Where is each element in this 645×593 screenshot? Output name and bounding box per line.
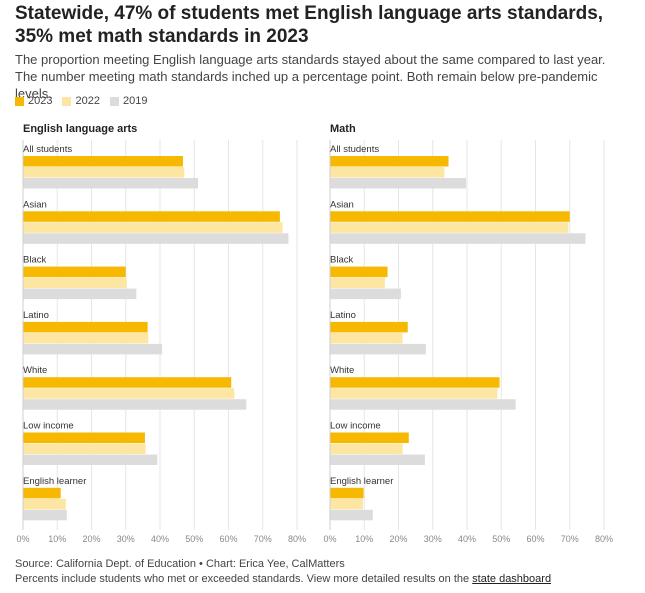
ela-tick-label: 50% [185, 534, 203, 544]
math-bar-2019 [330, 343, 426, 355]
bar-charts: 0% 10% 20% 30% 40% 50% 60% 70% 80% English langua… [16, 123, 613, 544]
math-bar-2022 [330, 332, 403, 344]
footer: Source: California Dept. of Education • … [15, 557, 551, 587]
math-bar-2019 [330, 399, 516, 410]
ela-category-label: All students [23, 144, 72, 155]
math-tick-label: 40% [458, 534, 476, 544]
math-tick-label: 20% [389, 534, 407, 544]
ela-category-label: Low income [23, 421, 74, 432]
ela-bar-2019 [23, 399, 247, 410]
ela-bar-2019 [23, 343, 163, 355]
math-bar-2019 [330, 454, 425, 465]
ela-bar-2019 [23, 509, 67, 521]
math-bar-2023 [330, 377, 500, 388]
ela-bar-2023 [23, 211, 280, 222]
math-tick-label: 30% [424, 534, 442, 544]
math-category-label: Asian [330, 199, 354, 210]
note-line: Percents include students who met or exc… [15, 572, 551, 587]
legend-label-2023: 2023 [28, 95, 53, 107]
math-bar-2019 [330, 178, 466, 189]
ela-tick-label: 30% [117, 534, 135, 544]
ela-bar-2022 [23, 332, 149, 344]
math-bar-2022 [330, 388, 498, 399]
ela-panel-title: English language arts [23, 123, 137, 135]
legend: 2023 2022 2019 [15, 95, 157, 107]
math-bar-2022 [330, 167, 445, 178]
legend-swatch-2023 [15, 96, 24, 106]
math-bar-2022 [330, 443, 403, 454]
math-tick-label: 0% [323, 534, 336, 544]
math-bar-2023 [330, 156, 449, 167]
math-category-label: English learner [330, 476, 393, 487]
ela-category-label: Latino [23, 310, 49, 321]
legend-item-2023: 2023 [15, 95, 52, 107]
math-category-label: All students [330, 144, 379, 155]
ela-bar-2022 [23, 222, 283, 233]
ela-bar-2019 [23, 454, 158, 465]
ela-tick-label: 60% [219, 534, 237, 544]
ela-tick-label: 40% [151, 534, 169, 544]
ela-bar-2023 [23, 487, 61, 499]
ela-bar-2023 [23, 266, 126, 278]
ela-bar-2019 [23, 178, 199, 189]
state-dashboard-link[interactable]: state dashboard [472, 573, 552, 585]
ela-bar-2022 [23, 443, 146, 454]
ela-bar-2022 [23, 498, 66, 510]
chart-title: Statewide, 47% of students met English l… [15, 3, 604, 47]
math-bar-2023 [330, 487, 364, 499]
ela-category-label: Black [23, 255, 46, 266]
ela-bar-2019 [23, 233, 289, 244]
math-tick-label: 10% [355, 534, 373, 544]
ela-bar-2022 [23, 277, 127, 289]
note-text: Percents include students who met or exc… [15, 573, 473, 585]
ela-tick-label: 20% [82, 534, 100, 544]
legend-item-2022: 2022 [62, 95, 100, 107]
math-tick-label: 70% [561, 534, 579, 544]
math-bar-2022 [330, 277, 385, 289]
ela-bar-2019 [23, 288, 137, 300]
ela-category-label: English learner [23, 476, 86, 487]
math-tick-label: 80% [595, 534, 613, 544]
math-bar-2022 [330, 222, 569, 233]
legend-swatch-2019 [109, 96, 119, 106]
ela-bar-2022 [23, 167, 185, 178]
ela-category-label: White [23, 365, 47, 376]
math-tick-label: 50% [492, 534, 510, 544]
math-bar-2019 [330, 233, 586, 244]
ela-tick-label: 70% [254, 534, 272, 544]
ela-tick-label: 10% [48, 534, 66, 544]
chart-subtitle: The proportion meeting English language … [15, 52, 606, 101]
ela-bar-2023 [23, 156, 183, 167]
math-category-label: Latino [330, 310, 356, 321]
ela-tick-label: 80% [288, 534, 306, 544]
ela-tick-label: 0% [16, 534, 29, 544]
math-bar-2023 [330, 211, 570, 222]
legend-label-2019: 2019 [122, 95, 148, 107]
math-category-label: Low income [330, 421, 381, 432]
math-bar-2019 [330, 509, 373, 521]
ela-bar-2022 [23, 388, 235, 399]
math-category-label: Black [330, 255, 353, 266]
ela-category-label: Asian [23, 199, 47, 210]
math-bar-2023 [330, 266, 388, 278]
math-bar-2023 [330, 321, 408, 333]
source-line: Source: California Dept. of Education • … [15, 558, 345, 570]
legend-item-2019: 2019 [109, 95, 148, 107]
math-bar-2022 [330, 498, 363, 510]
math-bar-2023 [330, 432, 409, 443]
math-category-label: White [330, 365, 354, 376]
legend-swatch-2022 [62, 96, 72, 106]
math-bar-2019 [330, 288, 401, 300]
legend-label-2022: 2022 [75, 95, 100, 107]
math-tick-label: 60% [526, 534, 544, 544]
ela-bar-2023 [23, 321, 148, 333]
math-panel-title: Math [330, 123, 356, 135]
ela-bar-2023 [23, 432, 145, 443]
ela-bar-2023 [23, 377, 232, 388]
